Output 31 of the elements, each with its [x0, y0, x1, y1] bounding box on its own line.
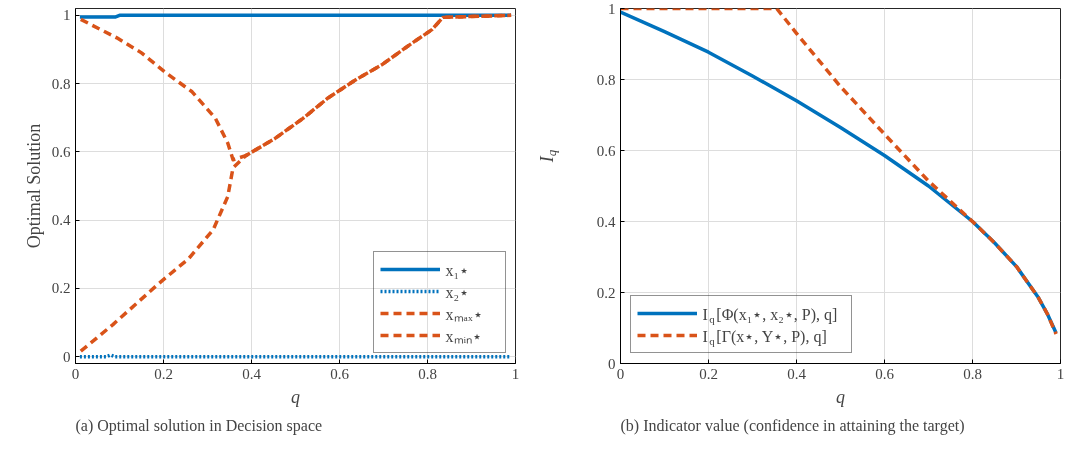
y-tick-label: 0.8 [596, 71, 616, 88]
x-axis-title: q [291, 386, 300, 407]
x-tick-label: 0.4 [242, 365, 262, 382]
y-tick-label: 1 [608, 0, 616, 17]
x-tick-label: 0.6 [875, 365, 895, 382]
x-tick-label: 0.8 [963, 365, 982, 382]
y-tick-label: 0.6 [596, 142, 616, 159]
y-tick-label: 0.2 [596, 284, 616, 301]
y-axis-title: Iq [536, 149, 560, 164]
y-tick-label: 0.6 [51, 143, 71, 160]
x-axis-title: q [836, 386, 845, 407]
y-tick-label: 0.8 [51, 75, 71, 92]
y-tick-label: 0.4 [51, 212, 71, 229]
x-tick-label: 0.6 [330, 365, 350, 382]
y-axis-title: Optimal Solution [23, 123, 44, 249]
x-tick-label: 0.2 [154, 365, 173, 382]
y-tick-label: 0 [63, 348, 71, 365]
text: (a) Optimal solution in Decision space [75, 416, 323, 435]
legend-label: xₘᵢₙ⋆ [445, 328, 483, 345]
x-tick-label: 0.8 [418, 365, 437, 382]
x-tick-label: 1 [511, 365, 520, 382]
y-tick-label: 0.2 [51, 280, 71, 297]
y-tick-label: 1 [63, 7, 71, 24]
legend-label: x₁⋆ [445, 262, 470, 279]
legend-label: x₂⋆ [445, 284, 470, 301]
text: (b) Indicator value (confidence in attaining the target) [620, 416, 965, 435]
legend-label: xₘₐₓ⋆ [445, 306, 483, 323]
y-tick-label: 0.4 [596, 213, 616, 230]
x-tick-label: 0.4 [787, 365, 807, 382]
x-tick-label: 1 [1056, 365, 1065, 382]
x-tick-label: 0.2 [699, 365, 718, 382]
